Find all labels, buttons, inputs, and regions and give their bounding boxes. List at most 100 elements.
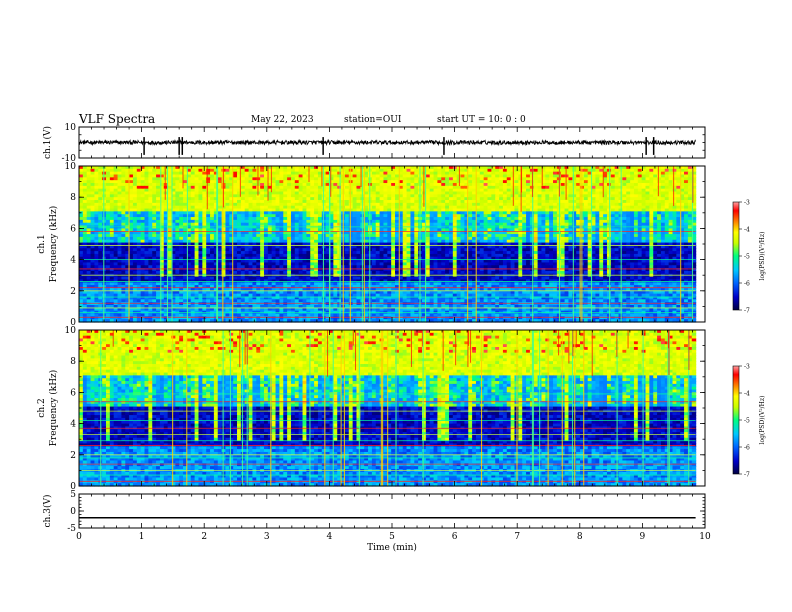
spectrogram-cell: [352, 188, 358, 193]
spectrogram-cell: [206, 171, 211, 176]
spectrogram-cell: [668, 177, 674, 181]
spectrogram-cell: [495, 191, 500, 195]
spectrogram-cell: [491, 188, 496, 193]
spectrogram-cell: [495, 185, 500, 190]
spectrogram-cell: [406, 168, 412, 173]
spectrogram-cell: [302, 183, 307, 187]
spectrogram-cell: [375, 188, 381, 193]
spectrogram-cell: [90, 174, 96, 178]
spectrogram-cell: [198, 185, 203, 190]
spectrogram-cell: [125, 171, 130, 176]
spectrogram-cell: [94, 171, 99, 176]
spectrogram-cell: [599, 185, 604, 190]
spectrogram-cell: [306, 191, 311, 195]
spectrogram-cell: [687, 177, 693, 181]
spectrogram-cell: [186, 183, 192, 187]
spectrogram-cell: [664, 168, 670, 173]
spectrogram-cell: [437, 194, 442, 198]
spectrogram-cell: [86, 194, 92, 198]
spectrogram-cell: [132, 177, 138, 181]
spectrogram-cell: [129, 197, 134, 201]
spectrogram-cell: [109, 174, 115, 178]
spectrogram-cell: [560, 174, 566, 178]
spectrogram-cell: [568, 174, 573, 178]
spectrogram-cell: [132, 183, 138, 187]
spectrogram-cell: [306, 188, 311, 193]
spectrogram-cell: [136, 191, 142, 195]
spectrogram-cell: [433, 174, 438, 178]
spectrogram-cell: [109, 200, 115, 204]
spectrogram-cell: [109, 194, 115, 198]
spectrogram-cell: [614, 183, 620, 187]
spectrogram-cell: [568, 188, 573, 193]
spectrogram-cell: [302, 194, 307, 198]
spectrogram-cell: [425, 183, 431, 187]
spectrogram-cell: [587, 200, 593, 204]
spectrogram-cell: [406, 185, 412, 190]
spectrogram-cell: [499, 171, 504, 176]
spectrogram-cell: [294, 180, 300, 184]
spectrogram-cell: [86, 191, 92, 195]
spectrogram-cell: [329, 197, 334, 201]
spectrogram-cell: [102, 191, 107, 195]
spectrogram-cell: [82, 194, 88, 198]
spectrogram-cell: [630, 188, 635, 193]
spectrogram-cell: [240, 174, 246, 178]
spectrogram-cell: [395, 183, 400, 187]
spectrogram-cell: [626, 180, 631, 184]
spectrogram-cell: [364, 174, 369, 178]
spectrogram-cell: [464, 202, 469, 207]
spectrogram-cell: [506, 188, 512, 193]
spectrogram-cell: [152, 188, 157, 193]
spectrogram-cell: [587, 174, 593, 178]
spectrogram-cell: [502, 171, 508, 176]
spectrogram-cell: [414, 183, 419, 187]
spectrogram-cell: [468, 166, 473, 170]
spectrogram-cell: [479, 180, 485, 184]
spectrogram-cell: [475, 191, 481, 195]
spectrogram-cell: [132, 197, 138, 201]
spectrogram-cell: [210, 177, 215, 181]
spectrogram-cell: [344, 188, 350, 193]
spectrogram-cell: [310, 166, 315, 170]
spectrogram-cell: [398, 188, 404, 193]
spectrogram-cell: [680, 188, 685, 193]
spectrogram-cell: [603, 168, 608, 173]
spectrogram-cell: [398, 177, 404, 181]
spectrogram-cell: [483, 177, 489, 181]
spectrogram-cell: [549, 200, 554, 204]
spectrogram-cell: [514, 197, 519, 201]
spectrogram-cell: [391, 180, 396, 184]
spectrogram-cell: [190, 180, 196, 184]
spectrogram-cell: [448, 200, 454, 204]
spectrogram-cell: [591, 166, 597, 170]
spectrogram-cell: [102, 197, 107, 201]
spectrogram-cell: [148, 183, 153, 187]
spectrogram-cell: [429, 191, 435, 195]
spectrogram-cell: [452, 171, 458, 176]
spectrogram-cell: [545, 191, 550, 195]
spectrogram-cell: [325, 200, 331, 204]
spectrogram-cell: [294, 191, 300, 195]
spectrogram-cell: [198, 191, 203, 195]
spectrogram-cell: [287, 171, 292, 176]
spectrogram-cell: [175, 205, 180, 210]
spectrogram-cell: [252, 177, 257, 181]
spectrogram-cell: [167, 194, 173, 198]
spectrogram-cell: [267, 183, 273, 187]
spectrogram-cell: [472, 166, 477, 170]
spectrogram-cell: [98, 171, 103, 176]
spectrogram-cell: [387, 177, 392, 181]
spectrogram-cell: [684, 185, 689, 190]
spectrogram-cell: [475, 180, 481, 184]
spectrogram-cell: [475, 171, 481, 176]
spectrogram-cell: [630, 185, 635, 190]
spectrogram-cell: [603, 200, 608, 204]
spectrogram-cell: [560, 180, 566, 184]
spectrogram-cell: [98, 166, 103, 170]
spectrogram-cell: [572, 191, 577, 195]
spectrogram-cell: [583, 180, 589, 184]
spectrogram-cell: [460, 202, 465, 207]
spectrogram-cell: [202, 197, 207, 201]
